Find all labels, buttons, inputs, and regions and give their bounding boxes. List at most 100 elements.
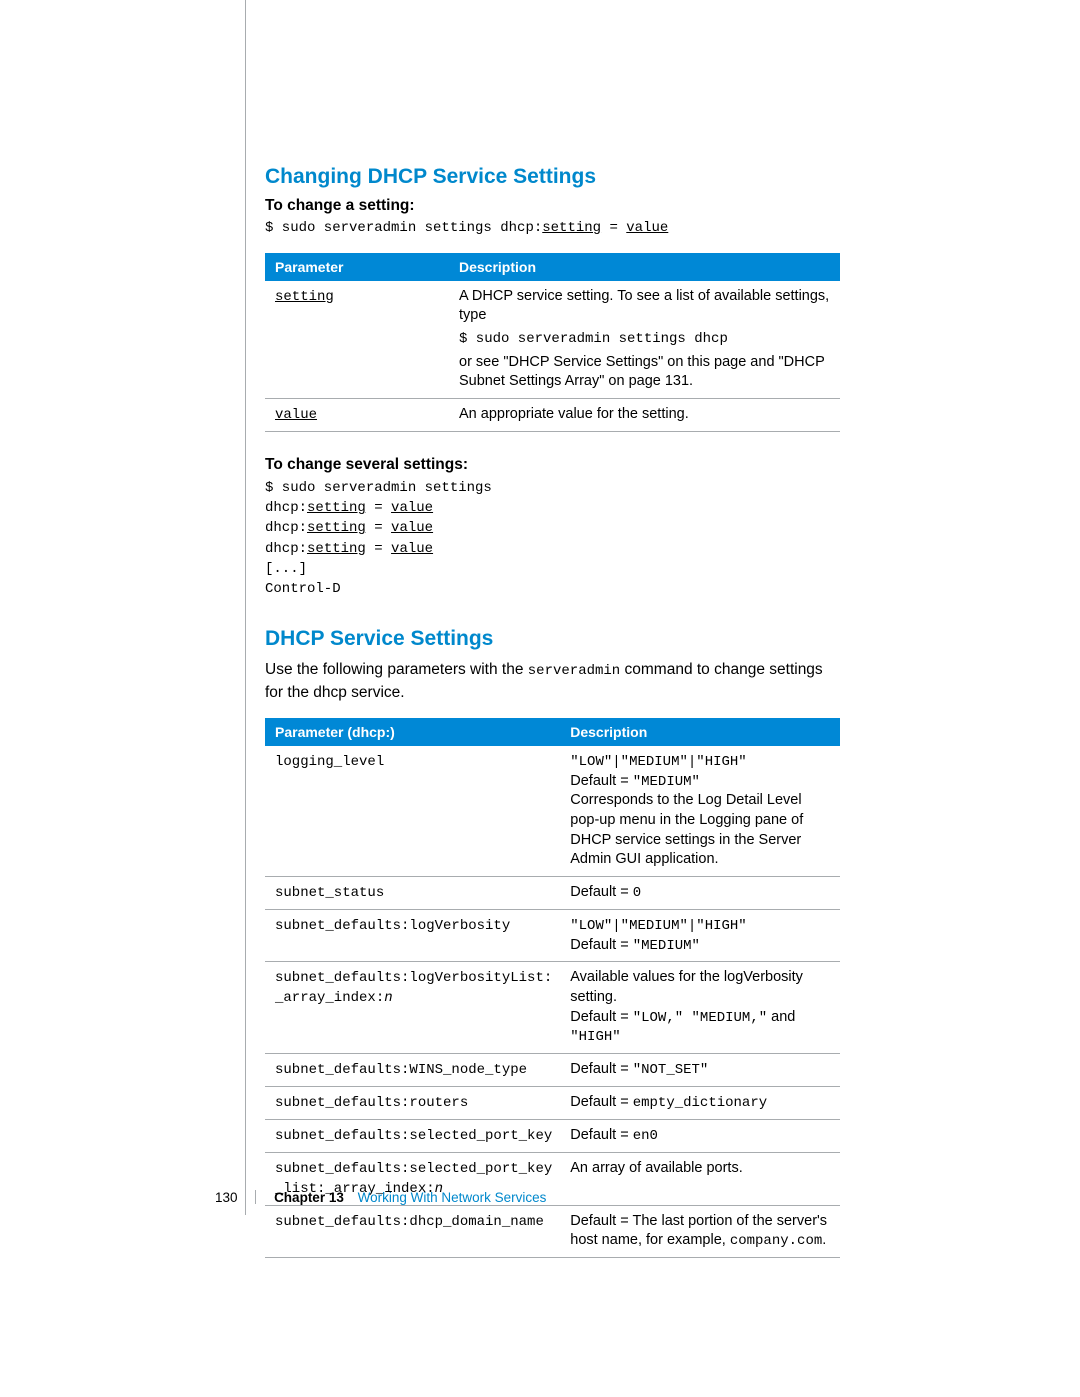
se g: "HIGH" [570,1029,620,1045]
code-seg: setting [307,520,366,536]
desc-value: An appropriate value for the setting. [449,398,840,431]
desc-cmd: $ sudo serveradmin settings dhcp [459,330,832,349]
seg: "LOW" [570,918,612,934]
param-line: subnet_defaults:selected_port_key [275,1161,552,1177]
param: subnet_defaults:WINS_node_type [275,1062,527,1078]
param-n: n [384,990,392,1006]
cmd-text: $ sudo serveradmin settings dhcp: [265,220,542,236]
seg: "MEDIUM" [633,774,700,790]
page-number: 130 [215,1190,238,1205]
seg: Default = [570,1127,632,1143]
page-content: Changing DHCP Service Settings To change… [265,165,840,1282]
cmd-arg-value: value [626,220,668,236]
code-seg: value [391,500,433,516]
seg: en0 [633,1128,658,1144]
heading-dhcp-service-settings: DHCP Service Settings [265,627,840,651]
table-row: subnet_defaults:WINS_node_type Default =… [265,1054,840,1087]
code-seg: setting [307,500,366,516]
table-header-row: Parameter Description [265,253,840,281]
seg: "MEDIUM" [633,938,700,954]
seg: Default = [570,1061,632,1077]
desc-line: Available values for the logVerbosity se… [570,968,832,1007]
desc-line: Default = "LOW," "MEDIUM," and "HIGH" [570,1008,832,1048]
code-line: dhcp:setting = value [265,539,840,559]
subhead-change-several: To change several settings: [265,456,840,474]
subhead-change-setting: To change a setting: [265,197,840,215]
desc: "LOW"|"MEDIUM"|"HIGH" Default = "MEDIUM"… [560,746,840,877]
table-row: subnet_defaults:logVerbosityList: _array… [265,962,840,1054]
seg: "HIGH" [696,918,746,934]
codeblock-change-several: $ sudo serveradmin settings dhcp:setting… [265,478,840,600]
seg: "MEDIUM" [621,754,688,770]
th-parameter: Parameter [265,253,449,281]
code-seg: dhcp: [265,520,307,536]
code-seg: dhcp: [265,541,307,557]
param: subnet_defaults:routers [275,1095,468,1111]
cmd-eq: = [601,220,626,236]
seg: Default = [570,1094,632,1110]
seg: "MEDIUM" [621,918,688,934]
table-row: logging_level "LOW"|"MEDIUM"|"HIGH" Defa… [265,746,840,877]
desc: Default = 0 [560,876,840,909]
param: subnet_defaults:logVerbosity [275,918,510,934]
footer-sep [255,1190,256,1204]
seg: and [767,1009,795,1025]
desc-setting: A DHCP service setting. To see a list of… [449,281,840,399]
seg: Default = [570,937,632,953]
param-line: subnet_defaults:logVerbosityList: [275,970,552,986]
seg: Default = [570,1009,632,1025]
th-parameter-dhcp: Parameter (dhcp:) [265,718,560,746]
desc-line: Default = "MEDIUM" [570,936,832,956]
seg: "HIGH" [696,754,746,770]
desc: Default = en0 [560,1120,840,1153]
para-seg: Use the following parameters with the [265,661,528,678]
desc: "LOW"|"MEDIUM"|"HIGH" Default = "MEDIUM" [560,909,840,962]
desc: Default = empty_dictionary [560,1087,840,1120]
seg: "NOT_SET" [633,1062,709,1078]
heading-changing-dhcp: Changing DHCP Service Settings [265,165,840,189]
table-row: setting A DHCP service setting. To see a… [265,281,840,399]
desc-line: "LOW"|"MEDIUM"|"HIGH" [570,752,832,772]
code-line: $ sudo serveradmin settings [265,478,840,498]
seg: 0 [633,885,641,901]
code-line: dhcp:setting = value [265,498,840,518]
seg: . [822,1232,826,1248]
chapter-label: Chapter 13 [274,1190,344,1205]
desc-line: Corresponds to the Log Detail Level pop-… [570,791,832,869]
chapter-title: Working With Network Services [358,1190,547,1205]
cmd-arg-setting: setting [542,220,601,236]
param-line: _array_index: [275,990,384,1006]
para-mono: serveradmin [528,663,620,679]
table-row: subnet_status Default = 0 [265,876,840,909]
table-dhcp-settings: Parameter (dhcp:) Description logging_le… [265,718,840,1259]
code-seg: = [366,541,391,557]
code-seg: = [366,500,391,516]
seg: "LOW" [570,754,612,770]
seg: Default = [570,884,632,900]
param: logging_level [275,754,384,770]
seg: "LOW," "MEDIUM," [633,1010,767,1026]
table-row: subnet_defaults:dhcp_domain_name Default… [265,1205,840,1257]
param-value: value [275,407,317,423]
code-seg: dhcp: [265,500,307,516]
seg: Default = [570,773,632,789]
table-row: subnet_defaults:routers Default = empty_… [265,1087,840,1120]
page-footer: 130 Chapter 13 Working With Network Serv… [215,1190,546,1205]
code-seg: value [391,520,433,536]
code-line: Control-D [265,579,840,599]
table-row: subnet_defaults:selected_port_key Defaul… [265,1120,840,1153]
code-line: [...] [265,559,840,579]
seg: empty_dictionary [633,1095,767,1111]
param-setting: setting [275,289,334,305]
code-seg: = [366,520,391,536]
desc: Default = The last portion of the server… [560,1205,840,1257]
th-description: Description [449,253,840,281]
table-header-row: Parameter (dhcp:) Description [265,718,840,746]
param: subnet_defaults:selected_port_key [275,1128,552,1144]
desc: An array of available ports. [560,1152,840,1205]
th-description: Description [560,718,840,746]
code-seg: value [391,541,433,557]
code-seg: setting [307,541,366,557]
cmd-change-setting: $ sudo serveradmin settings dhcp:setting… [265,219,840,239]
param: subnet_defaults:dhcp_domain_name [275,1214,544,1230]
